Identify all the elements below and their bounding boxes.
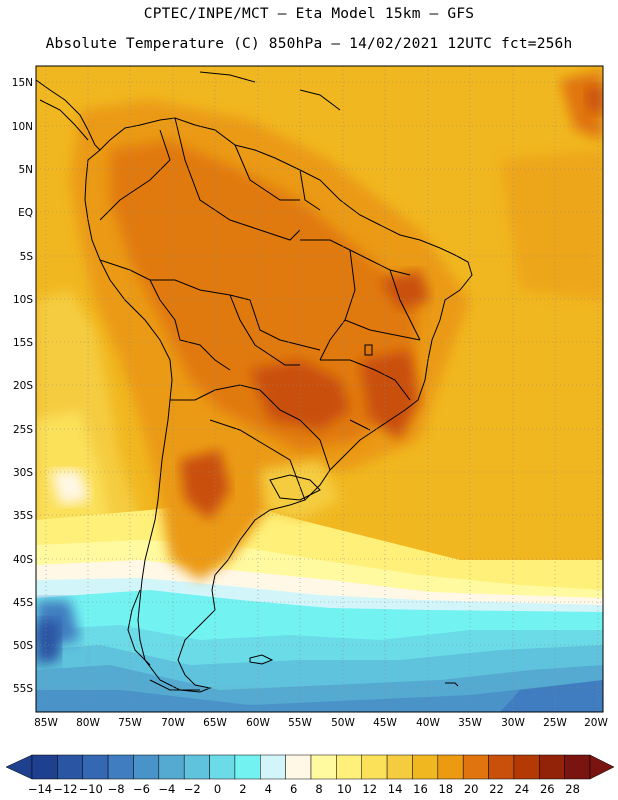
colorbar-swatch (107, 754, 134, 780)
colorbar-swatch (564, 754, 591, 780)
lon-label: 35W (458, 717, 482, 729)
lat-label: 50S (13, 640, 33, 652)
lat-label: 40S (13, 554, 33, 566)
lon-label: 20W (584, 717, 608, 729)
colorbar-label: −12 (53, 782, 78, 796)
colorbar-label: 16 (413, 782, 428, 796)
colorbar-label: 24 (514, 782, 530, 796)
lat-label: 10S (13, 294, 33, 306)
colorbar-swatch (57, 754, 83, 780)
colorbar-label: 6 (289, 782, 298, 796)
colorbar-label: 22 (489, 782, 504, 796)
colorbar-label: 14 (387, 782, 403, 796)
lon-label: 30W (501, 717, 525, 729)
colorbar-swatch (386, 754, 413, 780)
lat-label: 30S (13, 467, 33, 479)
colorbar-swatch (183, 754, 210, 780)
colorbar-swatch (539, 754, 565, 780)
lat-label: 20S (13, 380, 33, 392)
colorbar-swatch (462, 754, 489, 780)
colorbar-swatch (158, 754, 185, 780)
colorbar-label: 26 (539, 782, 555, 796)
lat-label: EQ (18, 207, 33, 219)
lon-label: 40W (416, 717, 440, 729)
colorbar-swatch (310, 754, 337, 780)
lat-label: 35S (13, 510, 33, 522)
map-frame (35, 65, 604, 713)
lon-label: 75W (118, 717, 142, 729)
colorbar-swatch (513, 754, 540, 780)
colorbar-label: 10 (337, 782, 352, 796)
colorbar-label: 8 (315, 782, 323, 796)
colorbar-label: 20 (463, 782, 479, 796)
lon-label: 80W (76, 717, 100, 729)
colorbar-swatch (336, 754, 362, 780)
lon-axis: 85W 80W 75W 70W 65W 60W 55W 50W 45W 40W … (34, 717, 608, 729)
lon-label: 45W (373, 717, 397, 729)
colorbar-swatch (209, 754, 236, 780)
colorbar-label: −4 (158, 782, 176, 796)
colorbar-swatch (260, 754, 286, 780)
lon-label: 55W (288, 717, 312, 729)
colorbar-swatch (133, 754, 160, 780)
colorbar-swatch (361, 754, 388, 780)
lat-label: 25S (13, 424, 33, 436)
colorbar-label: 28 (565, 782, 580, 796)
lat-label: 15N (12, 77, 33, 89)
lat-axis: 15N 10N 5N EQ 5S 10S 15S 20S 25S 30S 35S… (12, 77, 34, 695)
colorbar-label: 18 (438, 782, 454, 796)
colorbar-swatch (82, 754, 109, 780)
colorbar-swatch (437, 754, 464, 780)
lat-label: 10N (12, 121, 33, 133)
lat-label: 5N (18, 164, 33, 176)
lon-label: 65W (203, 717, 227, 729)
lat-label: 55S (13, 683, 33, 695)
colorbar-swatch (488, 754, 515, 780)
graticule (36, 66, 603, 712)
lat-label: 5S (20, 251, 34, 263)
lat-label: 15S (13, 337, 33, 349)
colorbar-label: −8 (107, 782, 125, 796)
colorbar-right-arrow (589, 754, 615, 780)
lon-label: 50W (331, 717, 355, 729)
lon-label: 60W (246, 717, 270, 729)
colorbar (5, 754, 615, 780)
colorbar-label: −6 (132, 782, 150, 796)
colorbar-label: −2 (183, 782, 201, 796)
colorbar-left-arrow (5, 754, 33, 780)
colorbar-label: −10 (78, 782, 103, 796)
colorbar-swatch (285, 754, 312, 780)
map-title-line-1: CPTEC/INPE/MCT – Eta Model 15km – GFS (143, 6, 475, 22)
colorbar-label: 2 (239, 782, 247, 796)
colorbar-swatch (412, 754, 439, 780)
colorbar-swatch (31, 754, 58, 780)
colorbar-label: −14 (27, 782, 53, 796)
lon-label: 25W (543, 717, 567, 729)
lon-label: 85W (34, 717, 58, 729)
map-title-line-2: Absolute Temperature (C) 850hPa – 14/02/… (45, 36, 573, 52)
colorbar-label: 4 (264, 782, 272, 796)
lat-label: 45S (13, 597, 33, 609)
colorbar-label: 12 (362, 782, 378, 796)
lon-label: 70W (161, 717, 185, 729)
temperature-field (36, 66, 603, 712)
colorbar-label: 0 (213, 782, 222, 796)
colorbar-swatch (234, 754, 261, 780)
